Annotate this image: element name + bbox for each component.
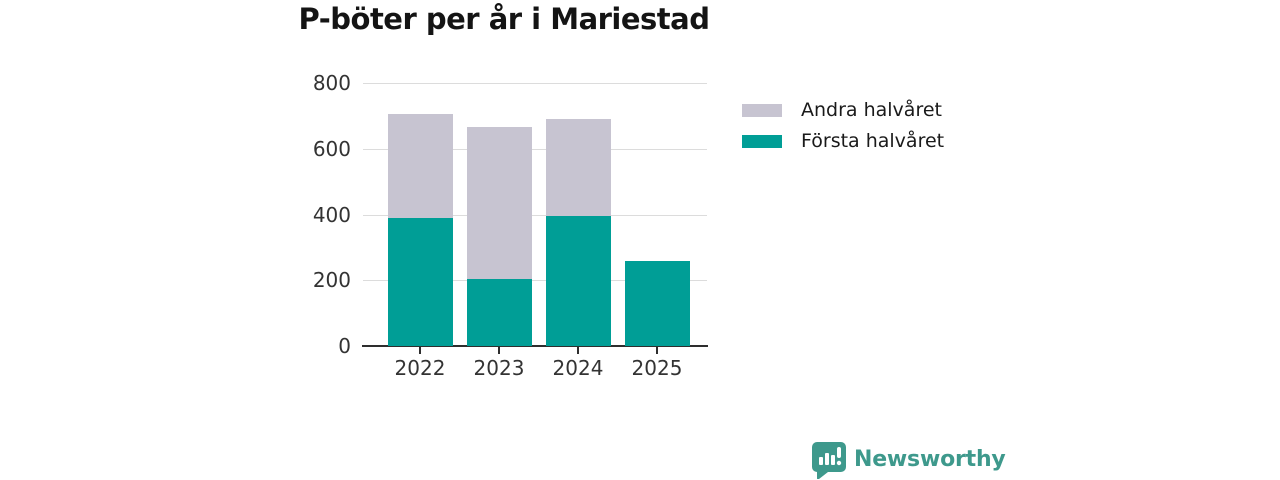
y-tick-label-600: 600: [312, 136, 351, 161]
x-tick-2025: [656, 347, 658, 354]
gridline-800: [363, 83, 707, 84]
newsworthy-brand[interactable]: Newsworthy: [811, 441, 1006, 479]
bar-2023-f-rsta-halv-ret: [466, 278, 532, 346]
x-tick-2022: [419, 347, 421, 354]
x-axis-line: [362, 345, 708, 347]
y-tick-label-400: 400: [312, 202, 351, 227]
y-tick-label-800: 800: [312, 71, 351, 95]
gridline-400: [363, 214, 707, 216]
chart-title: P-böter per år i Mariestad: [298, 2, 710, 36]
bar-2024-f-rsta-halv-ret: [545, 216, 611, 346]
bar-2022-andra-halv-ret: [387, 114, 453, 218]
bar-2022-f-rsta-halv-ret: [387, 217, 453, 346]
legend-label: Andra halvåret: [801, 99, 942, 121]
x-tick-label-2025: 2025: [631, 356, 683, 380]
x-tick-2023: [498, 347, 500, 354]
x-tick-label-2022: 2022: [394, 356, 446, 380]
x-tick-2024: [577, 347, 579, 354]
bar-2024-andra-halv-ret: [545, 119, 611, 217]
bar-2023-andra-halv-ret: [466, 127, 532, 279]
legend-swatch: [742, 134, 782, 148]
legend-swatch: [742, 103, 782, 117]
x-tick-label-2024: 2024: [552, 356, 604, 380]
y-axis-labels: 0 200 400 600 800: [280, 0, 357, 480]
plot-area: [362, 83, 708, 347]
x-tick-label-2023: 2023: [473, 356, 525, 380]
y-tick-label-0: 0: [338, 334, 351, 358]
legend-label: Första halvåret: [801, 130, 945, 152]
y-tick-label-200: 200: [312, 268, 351, 293]
legend-item-andra-halv-ret: Andra halvåret: [742, 100, 944, 120]
newsworthy-wordmark: Newsworthy: [854, 447, 1006, 472]
gridline-200: [363, 280, 707, 282]
gridline-600: [363, 148, 707, 150]
bar-2025-f-rsta-halv-ret: [624, 260, 690, 346]
newsworthy-logo-icon: [812, 442, 846, 479]
legend-item-f-rsta-halv-ret: Första halvåret: [742, 131, 944, 151]
legend: Andra halvåret Första halvåret: [742, 100, 944, 151]
